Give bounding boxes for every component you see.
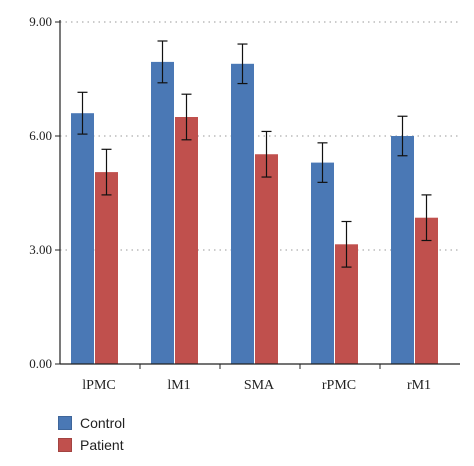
bar-patient xyxy=(255,154,278,364)
x-tick-label: SMA xyxy=(244,378,275,393)
y-tick-label: 3.00 xyxy=(29,242,52,257)
x-tick-label: lM1 xyxy=(167,378,190,393)
x-tick-label: rM1 xyxy=(407,378,431,393)
bar-patient xyxy=(335,244,358,364)
legend-item-control: Control xyxy=(58,412,125,434)
bar-patient xyxy=(95,172,118,364)
bar-control xyxy=(71,113,94,364)
axes xyxy=(55,20,460,369)
error-bars xyxy=(77,40,432,268)
x-tick-label: rPMC xyxy=(322,378,356,393)
y-tick-labels: 0.00 3.00 6.00 9.00 xyxy=(29,14,52,371)
y-tick-label: 9.00 xyxy=(29,14,52,29)
legend-swatch-control xyxy=(58,416,72,430)
x-tick-label: lPMC xyxy=(82,378,115,393)
x-tick-labels: lPMC lM1 SMA rPMC rM1 xyxy=(82,378,431,393)
bars xyxy=(71,61,438,365)
legend-swatch-patient xyxy=(58,438,72,452)
legend-label-patient: Patient xyxy=(80,437,124,453)
legend-item-patient: Patient xyxy=(58,434,125,456)
bar-control xyxy=(231,63,254,365)
bar-patient xyxy=(415,217,438,364)
y-tick-label: 0.00 xyxy=(29,356,52,371)
y-tick-label: 6.00 xyxy=(29,128,52,143)
bar-control xyxy=(151,61,174,365)
legend: Control Patient xyxy=(58,412,125,456)
bar-control xyxy=(311,162,334,364)
legend-label-control: Control xyxy=(80,415,126,431)
bar-control xyxy=(391,136,414,364)
bar-patient xyxy=(175,117,198,364)
gridlines xyxy=(60,21,460,251)
